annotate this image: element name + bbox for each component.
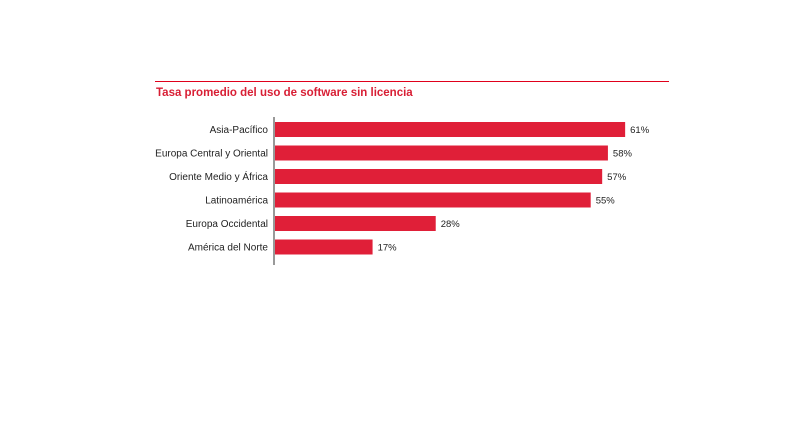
category-label-5: América del Norte: [188, 243, 268, 254]
bar-5: [275, 239, 373, 255]
value-label-2: 57%: [607, 172, 627, 183]
bar-0: [275, 122, 626, 137]
value-label-5: 17%: [378, 243, 398, 254]
category-label-4: Europa Occidental: [186, 219, 268, 230]
category-label-2: Oriente Medio y África: [169, 170, 268, 183]
value-label-3: 55%: [596, 196, 616, 207]
value-label-4: 28%: [441, 219, 461, 230]
title-rule: [155, 81, 669, 82]
category-label-1: Europa Central y Oriental: [155, 149, 268, 160]
bar-3: [275, 192, 591, 208]
value-label-0: 61%: [630, 125, 650, 136]
chart-title: Tasa promedio del uso de software sin li…: [156, 87, 413, 99]
bar-1: [275, 145, 608, 161]
category-label-0: Asia-Pacífico: [210, 125, 269, 136]
bar-2: [275, 169, 603, 184]
category-label-3: Latinoamérica: [205, 196, 268, 207]
bar-4: [275, 216, 436, 231]
value-label-1: 58%: [613, 149, 633, 160]
